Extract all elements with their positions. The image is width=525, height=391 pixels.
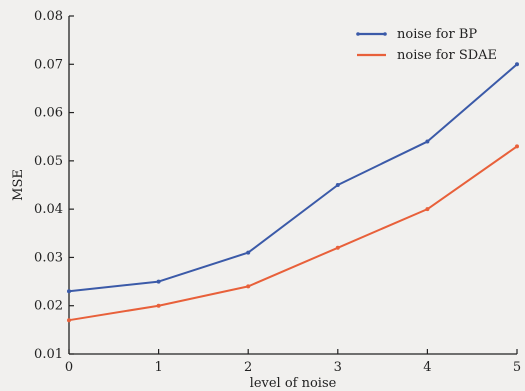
y-tick-label: 0.07 [34,57,63,72]
y-tick-label: 0.02 [34,299,63,314]
series-layer [67,62,519,323]
y-tick-label: 0.04 [34,202,63,217]
series-line-1 [68,145,518,322]
data-point [156,303,161,308]
x-tick-label: 0 [65,360,73,375]
data-point [425,207,430,212]
data-point [67,318,71,323]
y-tick-label: 0.06 [34,106,63,121]
data-point [515,62,519,67]
data-point [246,284,251,289]
axes [68,16,517,355]
legend-label-bp: noise for BP [397,27,477,42]
legend: noise for BP noise for SDAE [356,27,497,63]
data-point [425,139,430,144]
legend-marker-bp [356,32,360,36]
x-tick-label: 4 [423,360,431,375]
y-tick-label: 0.03 [34,250,63,265]
y-ticks: 0.01 0.02 0.03 0.04 0.05 0.06 0.07 0.08 [34,9,74,362]
legend-item-sdae: noise for SDAE [357,48,497,63]
y-tick-label: 0.05 [34,154,63,169]
x-axis-label: level of noise [250,376,337,391]
x-tick-label: 2 [244,360,252,375]
data-point [246,250,251,255]
legend-item-bp: noise for BP [356,27,477,42]
x-tick-label: 5 [513,360,521,375]
data-point [515,144,519,149]
data-point [156,279,161,284]
y-tick-label: 0.01 [34,347,63,362]
data-point [335,183,340,187]
x-ticks: 0 1 2 3 4 5 [65,349,521,375]
legend-marker-bp-end [383,32,387,36]
series-line-0 [68,63,518,293]
y-tick-label: 0.08 [34,9,63,24]
y-axis-label: MSE [11,169,26,201]
data-point [67,289,71,294]
data-point [335,245,340,250]
x-tick-label: 3 [334,360,342,375]
legend-label-sdae: noise for SDAE [397,48,497,63]
x-tick-label: 1 [154,360,162,375]
